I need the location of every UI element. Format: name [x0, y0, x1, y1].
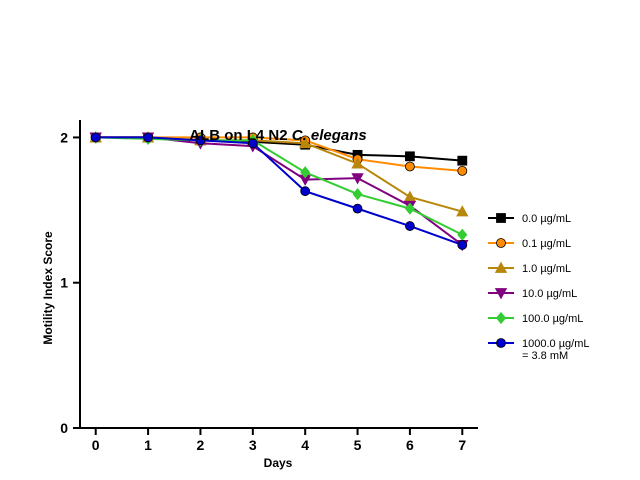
legend-marker: [496, 338, 506, 348]
data-point: [90, 132, 101, 143]
x-tick-label: 5: [354, 437, 362, 453]
data-point: [457, 240, 468, 250]
data-point: [299, 136, 312, 149]
legend-label: 10.0 µg/mL: [522, 288, 577, 300]
x-tick-label: 3: [249, 437, 257, 453]
data-point: [300, 166, 311, 179]
data-point: [405, 161, 415, 172]
legend-marker: [496, 238, 506, 248]
legend-label: 1000.0 µg/mL = 3.8 mM: [522, 338, 590, 362]
legend-label: 100.0 µg/mL: [522, 313, 583, 325]
data-point: [456, 205, 469, 217]
legend-item: 100.0 µg/mL: [488, 311, 583, 325]
legend-label: 0.0 µg/mL: [522, 213, 571, 225]
series-line: [95, 136, 463, 236]
x-tick-label: 2: [197, 437, 205, 453]
legend-marker: [495, 311, 507, 325]
legend-marker: [494, 261, 508, 273]
x-tick-label: 1: [144, 437, 152, 453]
y-axis-label: Motility Index Score: [41, 231, 55, 345]
data-point: [195, 135, 206, 146]
x-tick-label: 4: [301, 437, 309, 453]
chart-title: ALB on L4 N2 C. elegans: [120, 127, 436, 144]
x-axis-label: Days: [263, 456, 293, 470]
data-point: [352, 203, 363, 214]
chart-title-main: ALB on L4 N2: [189, 127, 292, 144]
series-line: [95, 136, 463, 246]
legend-marker: [496, 213, 506, 223]
data-point: [457, 228, 468, 241]
legend-item: 0.0 µg/mL: [488, 213, 571, 225]
plot-area: [89, 131, 469, 252]
legend-item: 1000.0 µg/mL = 3.8 mM: [488, 338, 590, 362]
data-point: [247, 138, 258, 149]
x-tick-label: 0: [92, 437, 100, 453]
data-point: [300, 186, 311, 197]
legend-label: 1.0 µg/mL: [522, 263, 571, 275]
data-point: [351, 173, 364, 185]
data-point: [457, 165, 468, 176]
chart-title-italic: C. elegans: [291, 127, 367, 144]
series-3: [89, 132, 469, 252]
legend-item: 10.0 µg/mL: [488, 288, 577, 300]
x-tick-label: 6: [406, 437, 414, 453]
data-point: [351, 157, 364, 169]
data-point: [404, 202, 415, 215]
x-tick-label: 7: [458, 437, 466, 453]
legend-item: 0.1 µg/mL: [488, 238, 571, 250]
data-point: [457, 155, 468, 166]
y-tick-label: 1: [60, 275, 68, 291]
series-5: [90, 132, 468, 250]
data-point: [405, 151, 415, 162]
data-point: [352, 187, 363, 201]
legend: 0.0 µg/mL 0.1 µg/mL 1.0 µg/mL 10.0 µg/mL 100…: [488, 213, 590, 362]
y-tick-label: 2: [60, 129, 68, 145]
axes: 0 1 2 0 1 2 3 4 5 6 7: [60, 120, 478, 453]
legend-label: 0.1 µg/mL: [522, 238, 571, 250]
legend-item: 1.0 µg/mL: [488, 261, 571, 275]
data-point: [405, 221, 415, 231]
legend-marker: [494, 288, 508, 300]
data-point: [143, 132, 153, 143]
data-point: [403, 190, 417, 202]
y-tick-label: 0: [60, 420, 68, 436]
